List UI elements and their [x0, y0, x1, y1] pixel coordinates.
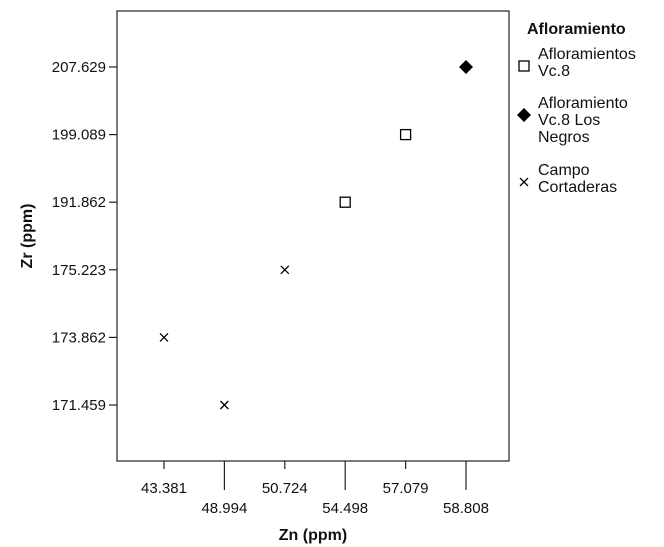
x-tick-label-1: 48.994 — [201, 500, 247, 517]
point-s2-1 — [219, 400, 229, 410]
x-tick-label-0: 43.381 — [141, 480, 187, 497]
y-tick-label-1: 173.862 — [52, 329, 106, 346]
legend-label-2: Campo Cortaderas — [538, 162, 617, 196]
point-s0-1 — [399, 128, 412, 141]
point-s0-0 — [339, 196, 351, 208]
y-axis: 171.459 173.862 175.223 191.862 199.089 207.6… — [52, 59, 117, 414]
y-tick-label-0: 171.459 — [52, 397, 106, 414]
x-axis: 43.381 48.994 50.724 54.498 57.079 58.808 — [141, 461, 489, 517]
y-tick-label-4: 199.089 — [52, 127, 106, 144]
legend-marker-2 — [519, 177, 529, 187]
legend-label-1: Afloramiento Vc.8 Los Negros — [538, 95, 628, 146]
legend-title: Afloramiento — [527, 21, 626, 38]
legend-label-0: Afloramientos Vc.8 — [538, 46, 636, 80]
legend-marker-1 — [517, 108, 531, 122]
y-axis-title: Zr (ppm) — [19, 204, 36, 269]
legend-marker-0 — [518, 60, 530, 72]
legend: Afloramiento Afloramientos Vc.8 Afloramien… — [517, 21, 636, 196]
y-tick-label-3: 191.862 — [52, 194, 106, 211]
y-tick-label-5: 207.629 — [52, 59, 106, 76]
data-points — [159, 60, 473, 410]
x-tick-label-3: 54.498 — [322, 500, 368, 517]
plot-frame — [116, 10, 510, 462]
x-tick-label-4: 57.079 — [383, 480, 429, 497]
x-tick-label-2: 50.724 — [262, 480, 308, 497]
point-s1-0 — [459, 60, 473, 74]
x-axis-title: Zn (ppm) — [279, 527, 347, 544]
y-tick-label-2: 175.223 — [52, 262, 106, 279]
point-s2-2 — [280, 265, 290, 275]
point-s2-0 — [159, 332, 169, 342]
x-tick-label-5: 58.808 — [443, 500, 489, 517]
